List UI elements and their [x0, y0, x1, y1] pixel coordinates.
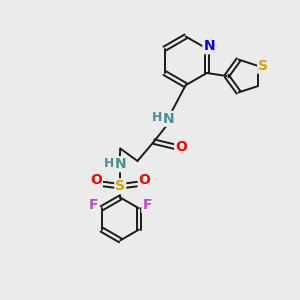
- Text: N: N: [115, 157, 126, 171]
- Text: H: H: [104, 157, 114, 170]
- Text: O: O: [90, 173, 102, 187]
- Text: F: F: [142, 198, 152, 212]
- Text: N: N: [163, 112, 175, 126]
- Text: S: S: [115, 179, 125, 193]
- Text: N: N: [203, 39, 215, 53]
- Text: H: H: [152, 111, 163, 124]
- Text: S: S: [258, 59, 268, 73]
- Text: F: F: [89, 198, 98, 212]
- Text: O: O: [175, 140, 187, 154]
- Text: O: O: [139, 173, 151, 187]
